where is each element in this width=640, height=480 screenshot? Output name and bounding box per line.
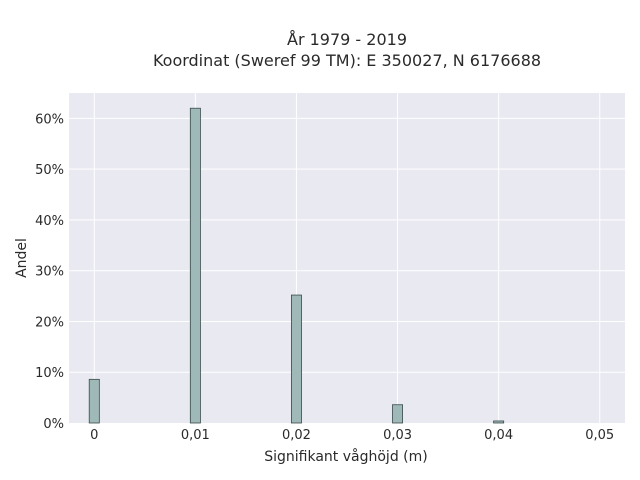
bar xyxy=(392,404,403,424)
y-tick-label: 10% xyxy=(35,366,64,381)
chart-title-line1: År 1979 - 2019 xyxy=(287,30,407,49)
y-tick-label: 60% xyxy=(35,112,64,127)
x-tick-label: 0,05 xyxy=(585,428,614,443)
y-tick-label: 50% xyxy=(35,163,64,178)
y-tick-label: 0% xyxy=(43,417,64,432)
y-grid xyxy=(69,117,625,373)
bar xyxy=(88,378,100,424)
x-axis-title: Signifikant våghöjd (m) xyxy=(264,448,427,465)
x-tick-label: 0,01 xyxy=(181,428,210,443)
bar xyxy=(290,294,302,424)
y-tick-label: 20% xyxy=(35,315,64,330)
y-tick-labels: 0% 10% 20% 30% 40% 50% 60% xyxy=(35,112,64,432)
y-tick-label: 30% xyxy=(35,265,64,280)
bar xyxy=(493,420,505,424)
x-tick-label: 0,03 xyxy=(383,428,412,443)
chart-title-line2: Koordinat (Sweref 99 TM): E 350027, N 61… xyxy=(153,51,541,70)
x-tick-label: 0,04 xyxy=(484,428,513,443)
x-tick-labels: 0 0,01 0,02 0,03 0,04 0,05 xyxy=(90,428,614,443)
y-tick-label: 40% xyxy=(35,214,64,229)
x-tick-label: 0,02 xyxy=(282,428,311,443)
plot-area xyxy=(69,93,625,423)
bars xyxy=(88,107,505,424)
bar xyxy=(189,107,201,424)
x-tick-label: 0 xyxy=(90,428,98,443)
y-axis-title: Andel xyxy=(14,238,30,278)
